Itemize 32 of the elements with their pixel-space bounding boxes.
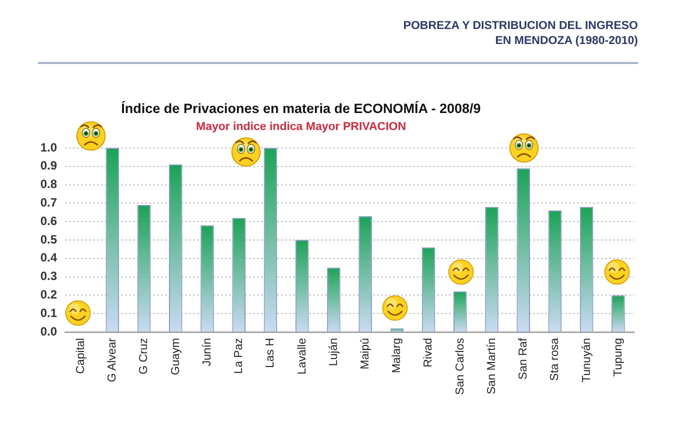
x-tick-label: Sta rosa (549, 337, 562, 381)
y-tick-label: 0.3 (40, 269, 58, 284)
y-tick-label: 0.9 (40, 158, 58, 173)
y-tick-label: 0.8 (40, 177, 58, 192)
text: POBREZA Y DISTRIBUCION DEL INGRESO EN MENDOZA (1980-2010) (402, 19, 638, 49)
x-tick-label: San Martín (486, 338, 498, 394)
y-tick-label: 0.0 (40, 324, 58, 338)
x-tick-label: Junín (201, 338, 214, 366)
x-tick-label: Tunuyán (580, 338, 593, 382)
x-tick-label: La Paz (233, 338, 246, 374)
y-tick-label: 0.2 (40, 288, 58, 302)
x-tick-label: Rivad (422, 338, 435, 368)
x-tick-label: G Alvear (106, 338, 119, 382)
x-tick-label: G Cruz (138, 338, 150, 374)
x-tick-label: Capital (74, 338, 87, 374)
x-tick-label: Tupung (612, 338, 624, 377)
chart-title: Índice de Privaciones en materia de ECONOMÍA - 2008/9 (120, 101, 482, 117)
x-tick-label: Luján (328, 338, 340, 366)
x-tick-label: Guaym (170, 338, 182, 376)
y-tick-label: 0.4 (40, 250, 58, 265)
x-tick-label: Lavalle (296, 338, 308, 374)
x-tick-label: San Raf (518, 337, 530, 380)
x-tick-label: Malarg (391, 338, 404, 374)
x-tick-label: San Carlos (454, 338, 466, 395)
x-tick-label: Las H (264, 338, 277, 368)
x-tick-label: Maipú (359, 338, 372, 370)
y-tick-label: 0.1 (40, 306, 58, 320)
y-tick-label: 0.7 (40, 196, 58, 210)
y-tick-label: 1.0 (40, 140, 58, 154)
y-tick-label: 0.6 (40, 214, 58, 228)
chart-subtitle: Mayor indice indica Mayor PRIVACION (194, 120, 408, 134)
y-tick-label: 0.5 (40, 232, 58, 246)
